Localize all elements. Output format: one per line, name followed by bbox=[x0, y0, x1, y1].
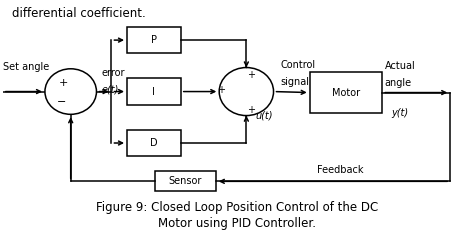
Text: Feedback: Feedback bbox=[317, 165, 363, 175]
Text: Control: Control bbox=[281, 60, 316, 70]
Ellipse shape bbox=[219, 67, 273, 116]
Text: Motor using PID Controller.: Motor using PID Controller. bbox=[158, 217, 316, 230]
FancyBboxPatch shape bbox=[127, 130, 181, 156]
Text: Motor: Motor bbox=[332, 88, 360, 97]
Text: signal: signal bbox=[281, 77, 310, 88]
Text: e(t): e(t) bbox=[101, 85, 118, 94]
Text: angle: angle bbox=[384, 79, 412, 88]
FancyBboxPatch shape bbox=[127, 79, 181, 105]
Text: Sensor: Sensor bbox=[169, 176, 202, 186]
Ellipse shape bbox=[45, 69, 97, 114]
Text: error: error bbox=[101, 68, 125, 78]
Text: +: + bbox=[247, 105, 255, 115]
Text: P: P bbox=[151, 35, 157, 45]
Text: −: − bbox=[57, 97, 66, 107]
Text: +: + bbox=[59, 79, 68, 88]
Text: differential coefficient.: differential coefficient. bbox=[12, 7, 146, 20]
FancyBboxPatch shape bbox=[310, 72, 382, 113]
Text: +: + bbox=[217, 85, 225, 94]
Text: y(t): y(t) bbox=[392, 108, 409, 118]
Text: +: + bbox=[247, 70, 255, 80]
Text: Set angle: Set angle bbox=[3, 62, 49, 72]
Text: Figure 9: Closed Loop Position Control of the DC: Figure 9: Closed Loop Position Control o… bbox=[96, 201, 378, 213]
Text: D: D bbox=[150, 138, 158, 148]
FancyBboxPatch shape bbox=[155, 171, 216, 191]
Text: I: I bbox=[153, 87, 155, 97]
FancyBboxPatch shape bbox=[127, 27, 181, 53]
Text: Actual: Actual bbox=[384, 61, 415, 71]
Text: u(t): u(t) bbox=[256, 111, 273, 121]
